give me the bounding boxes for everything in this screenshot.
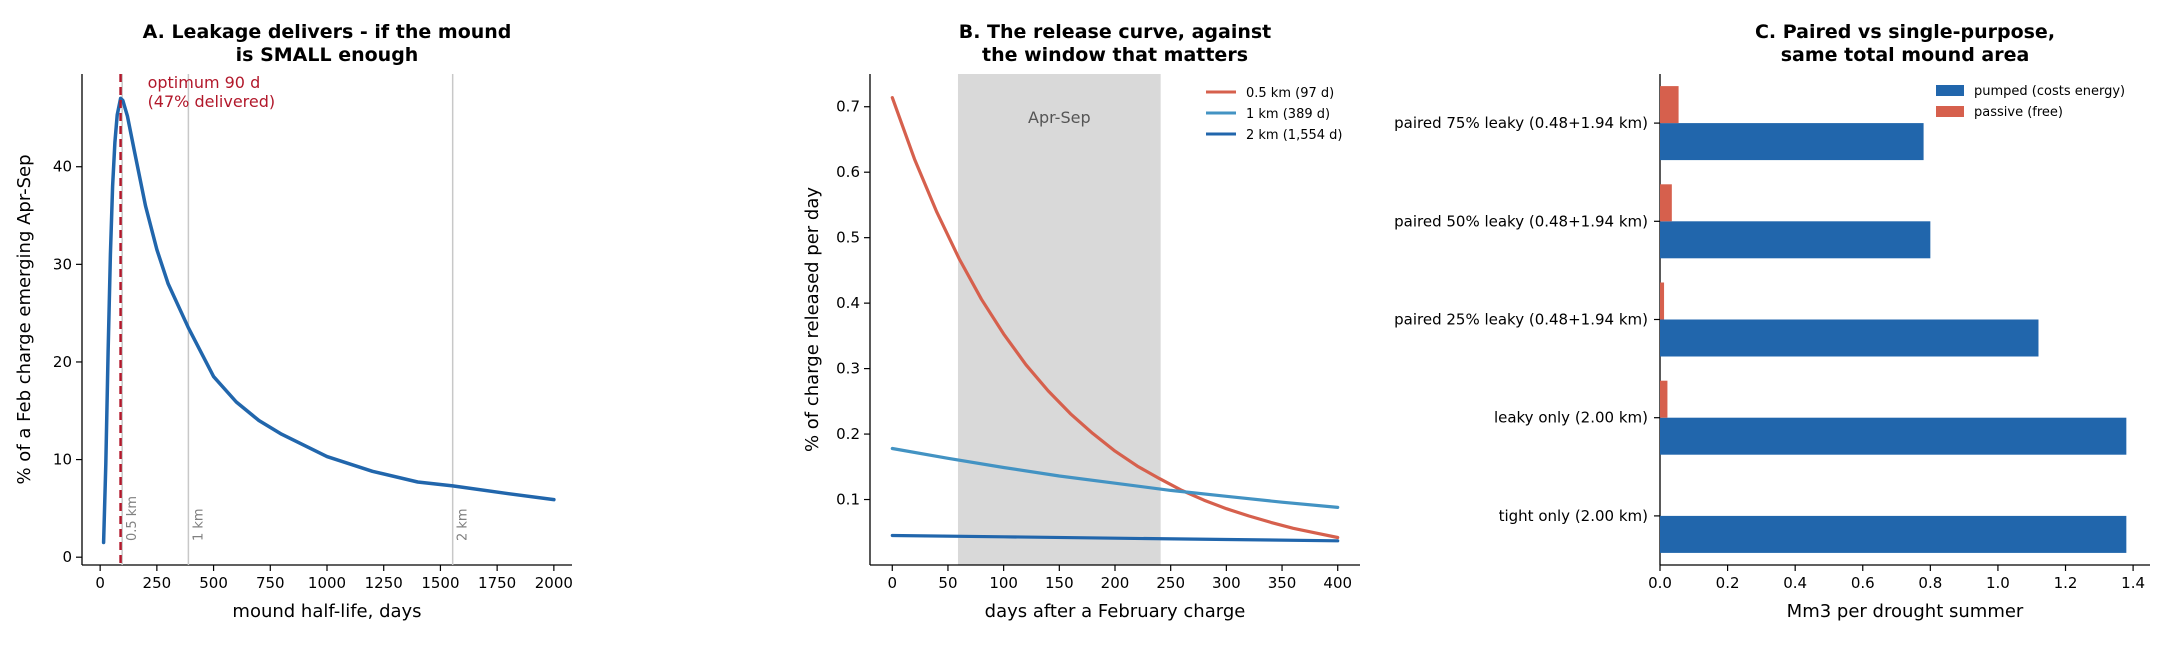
x-tick-label: 1.4 [2121,574,2145,592]
bar-passive [1660,184,1672,222]
y-tick-label: 20 [53,353,72,371]
x-tick-label: 0 [887,574,897,592]
y-tick-label: 0.5 [836,229,860,247]
panel-c: 0.0 0.2 0.4 0.6 0.8 1.0 1.2 1.4 Mm3 per drought … [1394,21,2150,622]
y-tick-label: 0 [62,548,72,566]
x-tick-label: 400 [1323,574,1352,592]
x-tick-label: 0.2 [1716,574,1740,592]
category-label: leaky only (2.00 km) [1494,409,1648,427]
optimum-annotation-line: (47% delivered) [148,92,276,111]
ref-line-label: 0.5 km [125,496,140,541]
y-tick-label: 0.6 [836,163,860,181]
category-label: paired 25% leaky (0.48+1.94 km) [1394,311,1648,329]
x-tick-label: 0 [95,574,105,592]
series-line-half-life [101,96,556,545]
x-tick-label: 150 [1045,574,1074,592]
bar-pumped [1660,221,1931,259]
x-tick-label: 0.4 [1783,574,1807,592]
y-axis-label: % of a Feb charge emerging Apr-Sep [14,154,35,484]
x-tick-label: 100 [989,574,1018,592]
legend-label: 0.5 km (97 d) [1246,86,1334,101]
category-label: paired 75% leaky (0.48+1.94 km) [1394,114,1648,132]
category-label: tight only (2.00 km) [1499,507,1648,525]
x-axis-label: days after a February charge [985,601,1246,622]
y-tick-label: 0.4 [836,294,860,312]
y-axis-label: % of charge released per day [802,187,823,452]
x-axis-label: Mm3 per drought summer [1787,601,2024,622]
ref-line-label: 2 km [456,508,471,541]
y-tick-label: 0.1 [836,491,860,509]
bar-passive [1660,380,1668,418]
ref-line-label: 1 km [191,508,206,541]
bar-pumped [1660,515,2127,553]
y-tick-label: 0.7 [836,98,860,116]
x-tick-label: 1250 [365,574,403,592]
chart-title-line: the window that matters [982,44,1248,66]
chart-title-line: C. Paired vs single-purpose, [1755,21,2055,43]
legend-label: pumped (costs energy) [1974,84,2125,99]
x-tick-label: 1750 [478,574,516,592]
apr-sep-window [957,74,1161,565]
x-tick-label: 500 [199,574,228,592]
x-tick-label: 2000 [535,574,573,592]
x-tick-label: 350 [1268,574,1297,592]
x-tick-label: 50 [938,574,957,592]
legend-label: 2 km (1,554 d) [1246,128,1342,143]
y-tick-label: 0.2 [836,425,860,443]
x-tick-label: 1.0 [1986,574,2010,592]
series-line-2 [890,533,1340,543]
series-line-1 [890,446,1340,509]
x-tick-label: 1000 [308,574,346,592]
optimum-annotation: optimum 90 d (47% delivered) [148,73,276,111]
x-tick-label: 250 [143,574,172,592]
legend-label: passive (free) [1974,105,2063,120]
chart-title: A. Leakage delivers - if the mound is SMA… [143,21,512,66]
panel-b: Apr-Sep 0 50 100 150 200 250 300 350 400 0.1 0.2 0.3… [802,21,1360,622]
bar-pumped [1660,123,1924,161]
chart-title: C. Paired vs single-purpose, same total m… [1755,21,2055,66]
y-tick-label: 30 [53,255,72,273]
panel-a: 0 250 500 750 1000 1250 1500 1750 2000 0 10 20 30 40 m… [14,21,573,622]
optimum-annotation-line: optimum 90 d [148,73,261,92]
legend-swatch [1936,85,1964,96]
x-tick-label: 300 [1212,574,1241,592]
y-tick-label: 40 [53,158,72,176]
x-tick-label: 0.0 [1648,574,1672,592]
legend-label: 1 km (389 d) [1246,107,1330,122]
chart-title: B. The release curve, against the window … [959,21,1272,66]
y-tick-label: 0.3 [836,360,860,378]
x-tick-label: 0.8 [1918,574,1942,592]
chart-title-line: A. Leakage delivers - if the mound [143,21,512,43]
window-label: Apr-Sep [1028,108,1091,127]
category-label: paired 50% leaky (0.48+1.94 km) [1394,212,1648,230]
x-tick-label: 250 [1156,574,1185,592]
x-tick-label: 750 [256,574,285,592]
chart-title-line: B. The release curve, against [959,21,1272,43]
chart-title-line: is SMALL enough [236,44,419,66]
bar-passive [1660,282,1665,320]
bar-passive [1660,86,1679,124]
chart-title-line: same total mound area [1781,44,2030,66]
x-axis-label: mound half-life, days [232,601,421,622]
bar-pumped [1660,417,2127,455]
series-line-0 [890,96,1340,540]
y-tick-label: 10 [53,451,72,469]
bar-pumped [1660,319,2039,357]
x-tick-label: 200 [1101,574,1130,592]
legend-swatch [1936,106,1964,117]
x-tick-label: 0.6 [1851,574,1875,592]
x-tick-label: 1.2 [2054,574,2078,592]
x-tick-label: 1500 [421,574,459,592]
